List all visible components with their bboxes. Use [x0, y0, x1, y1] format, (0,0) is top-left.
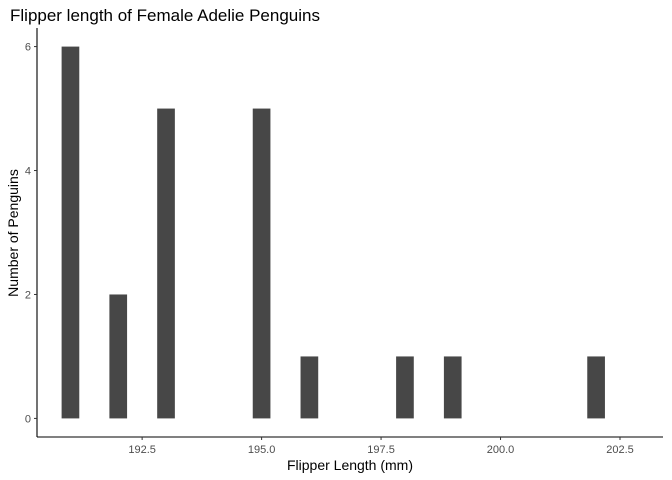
y-tick-label: 0: [25, 413, 31, 425]
histogram-bar-1: [61, 46, 80, 419]
x-tick-label: 202.5: [606, 444, 634, 456]
x-axis-title: Flipper Length (mm): [287, 457, 413, 473]
histogram-bar-2: [109, 294, 128, 419]
chart-title: Flipper length of Female Adelie Penguins: [10, 6, 320, 25]
histogram-bar-3: [157, 108, 175, 419]
histogram-bar-5: [300, 356, 319, 419]
histogram-bar-8: [587, 356, 605, 419]
x-tick-label: 195.0: [248, 444, 276, 456]
x-tick-label: 192.5: [128, 444, 156, 456]
x-tick-label: 200.0: [487, 444, 515, 456]
histogram-bar-6: [396, 356, 414, 419]
y-tick-label: 6: [25, 42, 31, 54]
y-axis-ticks: 0 2 4 6: [25, 42, 37, 425]
bars-group: [61, 46, 605, 419]
histogram-bar-4: [252, 108, 271, 419]
y-axis-title: Number of Penguins: [5, 169, 21, 297]
y-tick-label: 2: [25, 289, 31, 301]
x-axis-ticks: 192.5 195.0 197.5 200.0 202.5: [128, 437, 634, 456]
histogram-bar-7: [443, 356, 462, 419]
x-tick-label: 197.5: [367, 444, 395, 456]
y-tick-label: 4: [25, 166, 31, 178]
